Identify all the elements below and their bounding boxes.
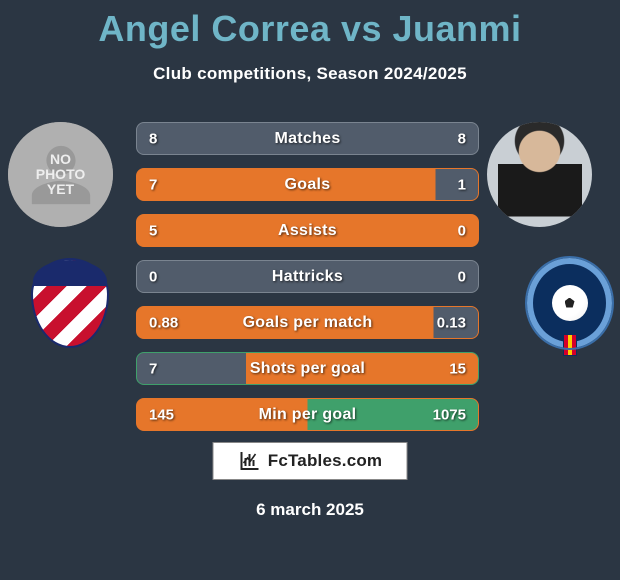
stat-row: 7 Shots per goal 15 <box>136 352 479 385</box>
stat-row: 5 Assists 0 <box>136 214 479 247</box>
no-photo-text: NOPHOTOYET <box>36 152 86 196</box>
stat-label: Hattricks <box>272 268 343 286</box>
no-photo-placeholder: NOPHOTOYET <box>8 122 113 227</box>
stat-value-right: 1075 <box>433 406 466 423</box>
stat-label: Goals per match <box>243 314 373 332</box>
stat-value-left: 8 <box>149 130 157 147</box>
stat-label: Assists <box>278 222 337 240</box>
stat-value-right: 0 <box>458 222 466 239</box>
stat-row: 145 Min per goal 1075 <box>136 398 479 431</box>
stat-value-left: 0.88 <box>149 314 178 331</box>
stat-value-right: 0 <box>458 268 466 285</box>
subtitle: Club competitions, Season 2024/2025 <box>0 64 620 84</box>
stat-label: Shots per goal <box>250 360 365 378</box>
stat-label: Matches <box>274 130 340 148</box>
stat-label: Min per goal <box>259 406 357 424</box>
stat-value-right: 8 <box>458 130 466 147</box>
stat-row: 0 Hattricks 0 <box>136 260 479 293</box>
stat-row: 0.88 Goals per match 0.13 <box>136 306 479 339</box>
stats-container: 8Matches87Goals15Assists00Hattricks00.88… <box>136 122 479 444</box>
date-text: 6 march 2025 <box>0 500 620 520</box>
stat-value-right: 15 <box>449 360 466 377</box>
stat-value-right: 0.13 <box>437 314 466 331</box>
stat-value-right: 1 <box>458 176 466 193</box>
player-right-avatar <box>487 122 592 227</box>
stat-row: 7 Goals 1 <box>136 168 479 201</box>
club-right-crest <box>527 260 612 345</box>
stat-value-left: 5 <box>149 222 157 239</box>
stat-value-left: 7 <box>149 360 157 377</box>
footer-brand-text: FcTables.com <box>268 451 383 471</box>
stat-label: Goals <box>285 176 331 194</box>
chart-icon <box>238 449 262 473</box>
stat-row: 8 Matches 8 <box>136 122 479 155</box>
club-left-crest <box>27 260 112 345</box>
page-title: Angel Correa vs Juanmi <box>0 0 620 50</box>
stat-value-left: 0 <box>149 268 157 285</box>
footer-brand-box: FcTables.com <box>213 442 408 480</box>
stat-value-left: 7 <box>149 176 157 193</box>
player-photo <box>487 122 592 227</box>
stat-value-left: 145 <box>149 406 174 423</box>
player-left-avatar: NOPHOTOYET <box>8 122 113 227</box>
